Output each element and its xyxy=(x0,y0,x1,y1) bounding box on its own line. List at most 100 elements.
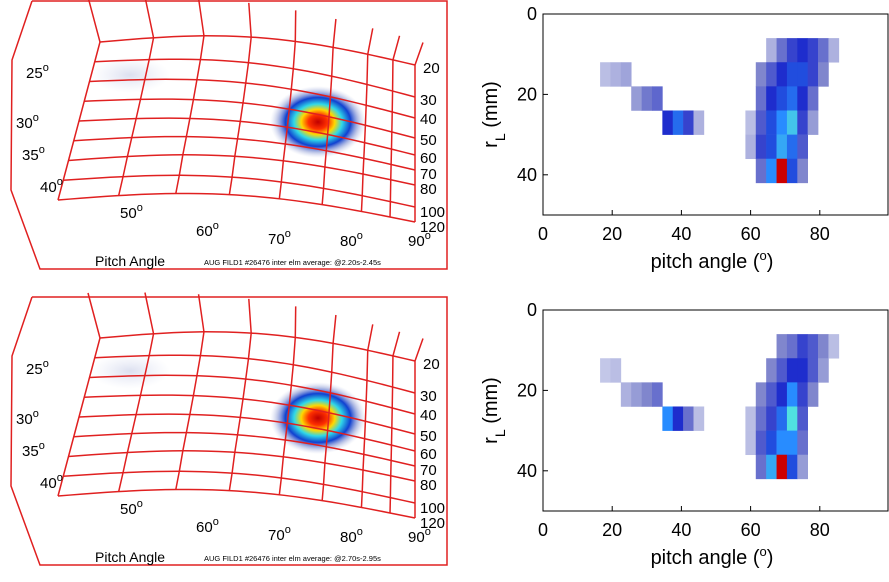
heat-cell xyxy=(776,38,788,63)
degree-mark: o xyxy=(357,230,363,242)
degree-mark: o xyxy=(43,62,49,74)
y-label-symbol: r xyxy=(480,437,502,444)
radius-label: 80 xyxy=(420,477,437,494)
radius-label: 50 xyxy=(420,428,437,445)
pitch-grid-line xyxy=(57,0,101,201)
radius-grid-line xyxy=(68,154,416,186)
radius-label: 20 xyxy=(423,60,440,77)
heat-cell xyxy=(766,158,777,184)
radius-label: 80 xyxy=(420,181,437,198)
y-label-unit: (mm) xyxy=(480,377,502,429)
heat-cell xyxy=(776,86,788,111)
y-tick-label: 40 xyxy=(517,165,537,185)
heat-cell xyxy=(755,62,767,87)
degree-mark: o xyxy=(285,228,291,240)
heat-cell xyxy=(807,38,819,63)
heat-cell xyxy=(600,62,611,87)
pitch-grid-line xyxy=(278,10,297,199)
pitch-grid-line xyxy=(228,2,252,195)
x-tick-label: 20 xyxy=(602,224,622,244)
heat-cell xyxy=(755,158,767,184)
heat-cell xyxy=(672,110,684,135)
radius-grid-line xyxy=(78,117,416,156)
pitch-label: 80o xyxy=(340,526,363,546)
heat-cell xyxy=(807,382,819,407)
y-label-unit: (mm) xyxy=(480,81,502,133)
heat-cell xyxy=(766,430,777,456)
x-label: Pitch Angle xyxy=(95,549,165,565)
pitch-grid-line xyxy=(117,0,155,196)
pitch-grid-line xyxy=(57,292,101,497)
pitch-grid-line xyxy=(278,306,297,495)
heat-cell xyxy=(786,38,798,63)
pitch-grid-line xyxy=(389,331,401,513)
heat-cell xyxy=(641,382,653,407)
degree-mark: o xyxy=(39,144,45,156)
heat-cell xyxy=(620,382,632,407)
pitch-label: 70o xyxy=(268,228,291,248)
pitch-grid-line xyxy=(228,298,252,491)
y-label: rL (mm) xyxy=(480,81,508,148)
heat-cell xyxy=(807,334,819,359)
outline xyxy=(10,0,448,270)
radius-label: 30 xyxy=(420,388,437,405)
heat-cell xyxy=(693,406,705,431)
heat-cell xyxy=(755,430,767,456)
x-label-close: ) xyxy=(767,547,774,569)
heat-cell xyxy=(755,406,767,431)
heat-cell xyxy=(797,38,808,63)
heat-cell xyxy=(797,62,808,87)
heat-cell xyxy=(610,62,622,87)
pitch-value: 30 xyxy=(16,411,33,428)
heat-cell xyxy=(818,38,829,63)
pitch-label: 40o xyxy=(40,176,63,196)
heat-cell xyxy=(766,358,777,383)
pitch-label: 50o xyxy=(120,202,143,222)
radius-label: 70 xyxy=(420,166,437,183)
heat-cell xyxy=(745,430,757,456)
y-label-symbol: r xyxy=(480,141,502,148)
heat-cell xyxy=(818,334,829,359)
radius-label: 70 xyxy=(420,462,437,479)
radius-label: 120 xyxy=(420,515,445,532)
heat-cell xyxy=(786,358,798,383)
radius-grid-line xyxy=(63,174,416,208)
heat-cell xyxy=(786,406,798,431)
heat-cell xyxy=(797,406,808,431)
pitch-grid-line xyxy=(117,292,155,492)
radius-grid-line xyxy=(89,374,416,415)
x-label-text: pitch angle ( xyxy=(651,547,760,569)
pitch-label: 50o xyxy=(120,498,143,518)
pitch-grid-line xyxy=(360,324,374,508)
radius-grid-line xyxy=(94,354,416,394)
degree-mark: o xyxy=(39,440,45,452)
heat-cell xyxy=(807,86,819,111)
pitch-value: 25 xyxy=(26,65,43,82)
radius-label: 20 xyxy=(423,356,440,373)
pitch-label: 60o xyxy=(196,516,219,536)
heat-cell xyxy=(600,358,611,383)
x-tick-label: 60 xyxy=(741,224,761,244)
heat-cell xyxy=(610,358,622,383)
x-label-degree: o xyxy=(760,544,767,559)
degree-mark: o xyxy=(425,526,431,538)
radius-label: 40 xyxy=(420,407,437,424)
heat-cell xyxy=(776,134,788,160)
pitch-label: 60o xyxy=(196,220,219,240)
heat-cell xyxy=(693,110,705,135)
heat-cell xyxy=(797,110,808,135)
heat-cell xyxy=(745,134,757,160)
radius-label: 100 xyxy=(420,500,445,517)
degree-mark: o xyxy=(285,524,291,536)
pitch-value: 70 xyxy=(268,231,285,248)
heat-cell xyxy=(776,358,788,383)
caption: AUG FILD1 #26476 inter elm average: @2.7… xyxy=(204,554,381,563)
heat-cell xyxy=(745,110,757,135)
radius-label: 120 xyxy=(420,219,445,236)
radius-grid-line xyxy=(84,394,416,435)
heat-cell xyxy=(786,334,798,359)
heat-cell xyxy=(797,358,808,383)
radius-grid-line xyxy=(57,488,416,519)
pitch-value: 35 xyxy=(22,147,39,164)
